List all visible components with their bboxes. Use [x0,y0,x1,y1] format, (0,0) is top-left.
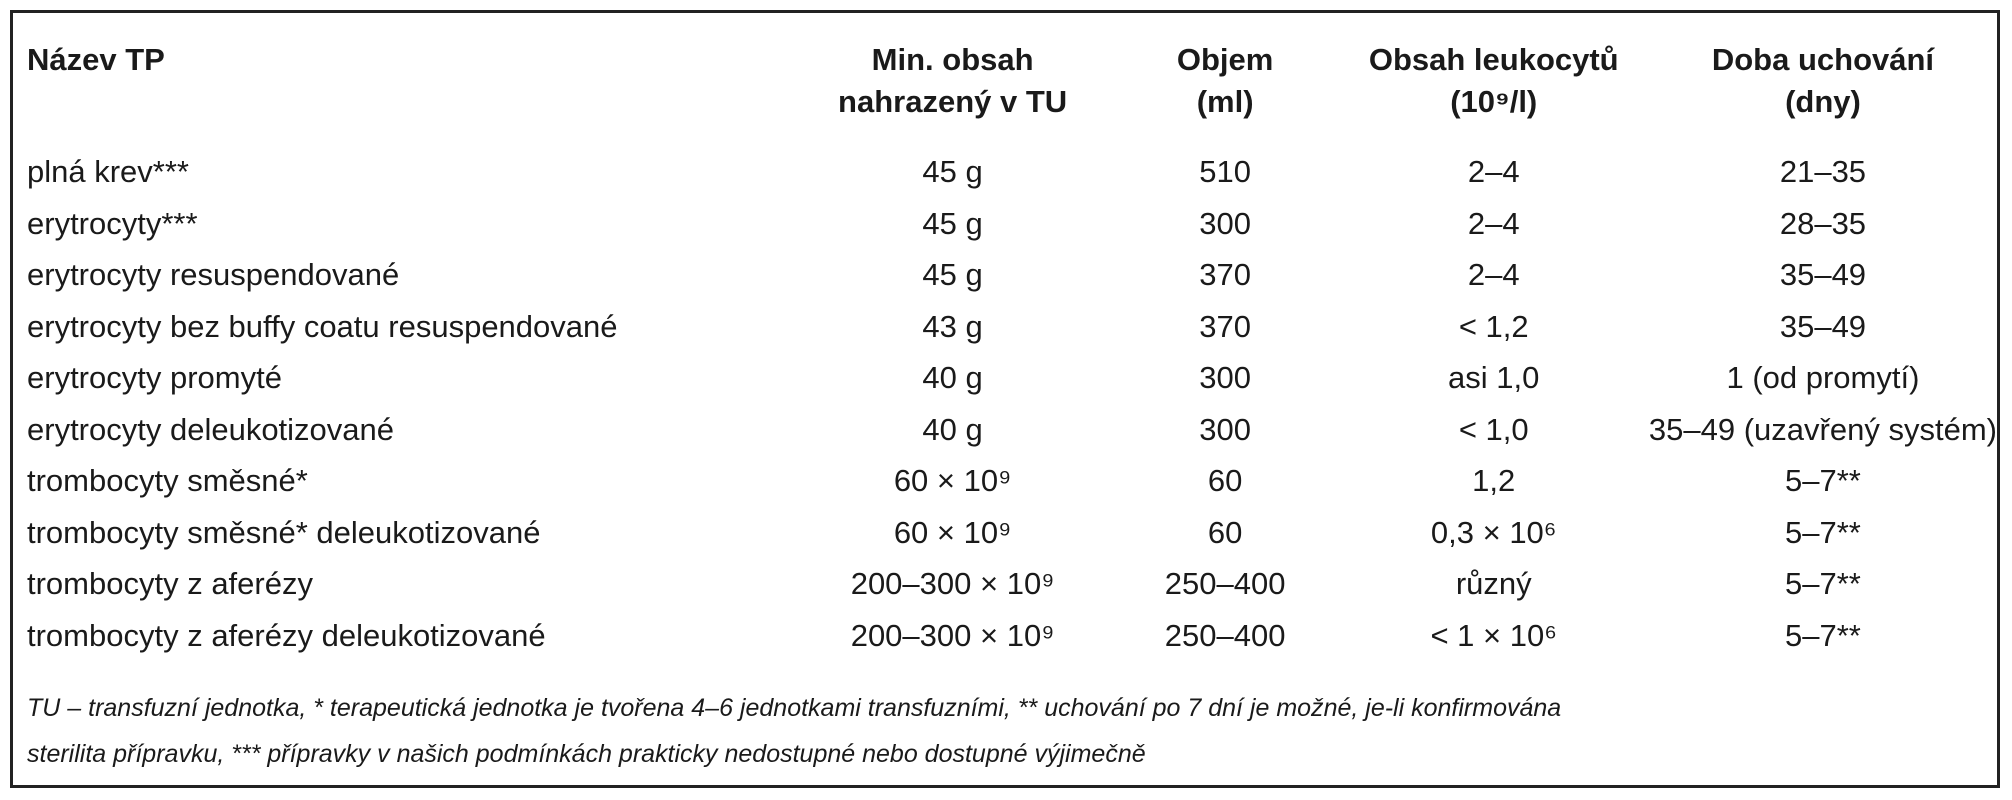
cell-objem: 300 [1199,360,1251,395]
cell-objem: 510 [1199,154,1251,189]
cell-doba: 21–35 [1779,154,1867,189]
cell-min-obsah: 45 g [922,205,983,241]
cell-name: erytrocyty promyté [27,360,282,395]
cell-leukocyty: < 1 × 10⁶ [1430,617,1557,653]
cell-name: trombocyty z aferézy [27,566,313,601]
cell-min-obsah: 200–300 × 10⁹ [850,617,1055,653]
table-row: trombocyty směsné* deleukotizované 60 × … [27,507,1997,559]
footnote-line-1: TU – transfuzní jednotka, * terapeutická… [27,694,1562,722]
cell-objem: 60 [1207,463,1243,498]
cell-min-obsah: 60 × 10⁹ [893,514,1012,550]
cell-doba: 35–49 (uzavřený systém) [1648,411,1997,447]
cell-doba: 5–7** [1785,617,1861,653]
table-row: erytrocyty resuspendované 45 g 370 2–4 3… [27,249,1997,301]
cell-leukocyty: < 1,0 [1458,411,1529,447]
cell-doba: 5–7** [1785,463,1861,498]
cell-objem: 300 [1199,205,1251,241]
cell-leukocyty: 0,3 × 10⁶ [1430,514,1557,550]
cell-leukocyty: < 1,2 [1458,308,1529,344]
header-obsah-leukocytu: Obsah leukocytů (10⁹/l) [1368,42,1619,119]
cell-name: erytrocyty resuspendované [27,257,400,292]
cell-name: erytrocyty bez buffy coatu resuspendovan… [27,308,618,344]
cell-objem: 250–400 [1164,566,1286,601]
table-row: erytrocyty*** 45 g 300 2–4 28–35 [27,198,1997,250]
header-nazev-tp: Název TP [27,42,165,77]
cell-min-obsah: 40 g [922,411,983,447]
cell-doba: 35–49 [1779,257,1867,292]
blood-products-table: Název TP Min. obsah nahrazený v TU Objem… [27,39,1997,661]
cell-name: trombocyty z aferézy deleukotizované [27,617,546,653]
cell-doba: 28–35 [1779,205,1867,241]
cell-name: plná krev*** [27,154,189,189]
cell-leukocyty: různý [1455,566,1532,601]
cell-min-obsah: 45 g [922,257,983,292]
cell-objem: 370 [1199,257,1251,292]
table-row: erytrocyty promyté 40 g 300 asi 1,0 1 (o… [27,352,1997,404]
table-row: erytrocyty deleukotizované 40 g 300 < 1,… [27,404,1997,456]
cell-objem: 300 [1199,411,1251,447]
cell-doba: 35–49 [1779,308,1867,344]
footnote: TU – transfuzní jednotka, * terapeutická… [27,685,1987,777]
header-objem: Objem (ml) [1176,42,1274,119]
cell-name: trombocyty směsné* [27,463,308,498]
cell-objem: 370 [1199,308,1251,344]
table-header: Název TP Min. obsah nahrazený v TU Objem… [27,39,1997,146]
cell-min-obsah: 60 × 10⁹ [893,463,1012,498]
cell-leukocyty: 2–4 [1467,205,1520,241]
table-row: plná krev*** 45 g 510 2–4 21–35 [27,146,1997,198]
cell-leukocyty: asi 1,0 [1448,360,1540,395]
cell-leukocyty: 1,2 [1472,463,1516,498]
cell-leukocyty: 2–4 [1467,154,1520,189]
cell-name: erytrocyty*** [27,205,198,241]
header-min-obsah: Min. obsah nahrazený v TU [838,42,1068,119]
table-row: trombocyty z aferézy deleukotizované 200… [27,610,1997,662]
cell-objem: 60 [1207,514,1243,550]
header-row: Název TP Min. obsah nahrazený v TU Objem… [27,39,1997,146]
table-row: trombocyty směsné* 60 × 10⁹ 60 1,2 5–7** [27,455,1997,507]
table-frame: Název TP Min. obsah nahrazený v TU Objem… [10,10,2000,788]
table-row: trombocyty z aferézy 200–300 × 10⁹ 250–4… [27,558,1997,610]
cell-min-obsah: 45 g [922,154,983,189]
cell-name: erytrocyty deleukotizované [27,411,395,447]
footnote-line-2: sterilita přípravku, *** přípravky v naš… [27,740,1146,768]
cell-name: trombocyty směsné* deleukotizované [27,514,541,550]
cell-min-obsah: 200–300 × 10⁹ [850,566,1055,601]
cell-doba: 5–7** [1785,566,1861,601]
cell-doba: 1 (od promytí) [1726,360,1920,395]
cell-doba: 5–7** [1785,514,1861,550]
cell-objem: 250–400 [1164,617,1286,653]
cell-leukocyty: 2–4 [1467,257,1520,292]
cell-min-obsah: 40 g [922,360,983,395]
table-row: erytrocyty bez buffy coatu resuspendovan… [27,301,1997,353]
cell-min-obsah: 43 g [922,308,983,344]
table-body: plná krev*** 45 g 510 2–4 21–35 erytrocy… [27,146,1997,661]
header-doba-uchovani: Doba uchování (dny) [1711,42,1935,119]
